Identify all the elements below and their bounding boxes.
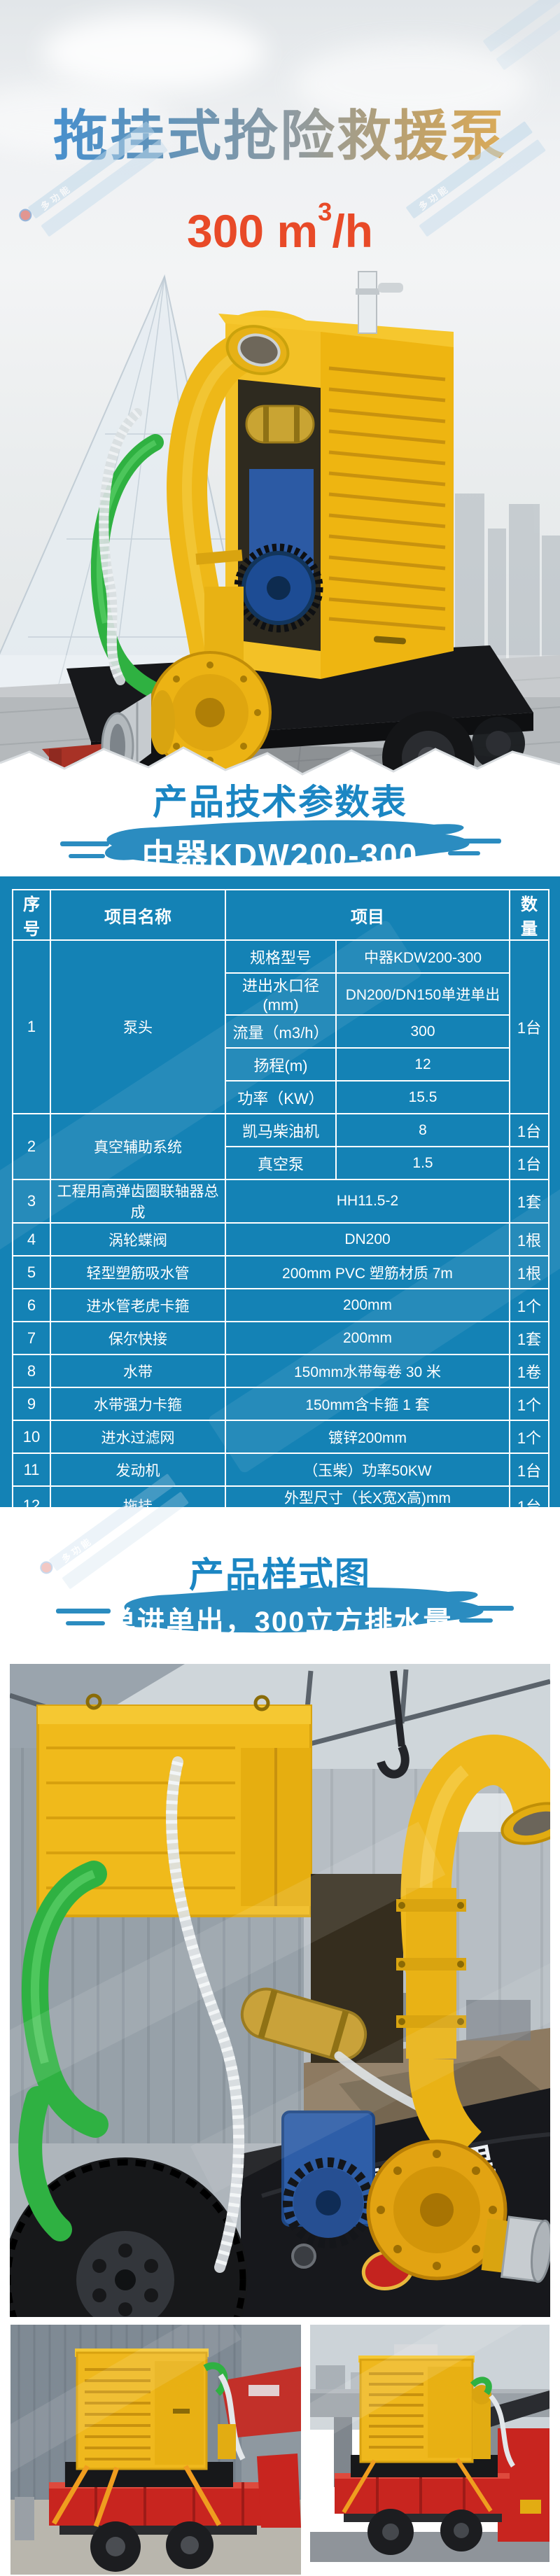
table-row: 进出水口径(mm) DN200/DN150单进单出: [13, 972, 549, 1016]
table-row: 7 保尔快接 200mm 1套: [12, 1321, 550, 1355]
warehouse-product-photo: 限速25公里: [10, 1664, 550, 2317]
flow-superscript: 3: [318, 197, 332, 226]
col-header-qty: 数量: [509, 889, 550, 941]
spec-header-row: 序号 项目名称 项目 数量: [12, 889, 550, 941]
pump-enclosure: [218, 271, 454, 679]
table-row: 功率（KW） 15.5: [13, 1080, 549, 1114]
table-row: 10 进水过滤网 镀锌200mm 1个: [12, 1420, 550, 1454]
flow-rate-text: 300 m3/h: [0, 197, 560, 258]
watermark-band: [310, 2325, 533, 2445]
pump-on-truck: [51, 2348, 246, 2528]
model-banner-text: 中器KDW200-300: [141, 837, 419, 874]
flow-value: 300 m: [187, 205, 318, 257]
table-row: 1 泵头 规格型号 中器KDW200-300 1台: [12, 939, 550, 1114]
table-row: 扬程(m) 12: [13, 1047, 549, 1082]
lifting-hook: [377, 1670, 410, 1779]
table-row: 8 水带 150mm水带每卷 30 米 1卷: [12, 1354, 550, 1388]
hero-section: 拖挂式抢险救援泵 300 m3/h: [0, 0, 560, 805]
truck-photo-left: [10, 2325, 301, 2575]
table-row: 流量（m3/h） 300: [13, 1014, 549, 1049]
spec-table-container: 序号 项目名称 项目 数量 1 泵头 规格型号 中器KDW200-300 1台 …: [0, 876, 560, 1507]
spec-table: 序号 项目名称 项目 数量 1 泵头 规格型号 中器KDW200-300 1台 …: [12, 889, 550, 1507]
cloud-decor: [42, 14, 266, 91]
style-banner-text: 单进单出，300立方排水量: [107, 1606, 453, 1637]
torn-paper-edge: [0, 746, 560, 805]
tech-params-heading: 产品技术参数表: [153, 783, 407, 822]
col-header-item: 项目: [225, 889, 510, 941]
outlet-coupling: [481, 2216, 550, 2283]
brush-stroke: [60, 820, 501, 866]
col-header-no: 序号: [12, 889, 51, 941]
watermark-band: [10, 2325, 241, 2472]
brush-stroke: [56, 1587, 514, 1633]
table-row: 3 工程用高弹齿圈联轴器总成 HH11.5-2 1套: [12, 1179, 550, 1224]
trailer-wheel: [10, 2157, 248, 2317]
truck-wheels: [90, 2521, 214, 2572]
table-row: 2 真空辅助系统 凯马柴油机 8 1台: [12, 1113, 550, 1180]
model-banner: 中器KDW200-300: [0, 818, 560, 878]
table-row: 4 涡轮蝶阀 DN200 1根: [12, 1222, 550, 1256]
watermark-band: [190, 1942, 550, 2194]
table-row: 5 轻型塑筋吸水管 200mm PVC 塑筋材质 7m 1根: [12, 1255, 550, 1289]
table-row: 9 水带强力卡箍 150mm含卡箍 1 套 1个: [12, 1387, 550, 1421]
table-row: 6 进水管老虎卡箍 200mm 1个: [12, 1288, 550, 1322]
table-row: 11 发动机 （玉柴）功率50KW 1台: [12, 1452, 550, 1487]
table-row: 真空泵 1.5 1台: [13, 1146, 550, 1180]
style-banner: 单进单出，300立方排水量: [0, 1586, 560, 1642]
hoses-and-pump: [18, 1735, 550, 2283]
page-title: 拖挂式抢险救援泵: [0, 92, 560, 171]
truck-wheels: [368, 2509, 482, 2555]
truck-photo-right: [310, 2325, 550, 2562]
col-header-name: 项目名称: [50, 889, 226, 941]
pump-on-truck: [342, 2344, 516, 2514]
cloud-decor: [294, 42, 532, 126]
flow-unit: /h: [332, 205, 373, 257]
crane-arm: [220, 2367, 301, 2438]
watermark-band: [10, 1821, 446, 2097]
